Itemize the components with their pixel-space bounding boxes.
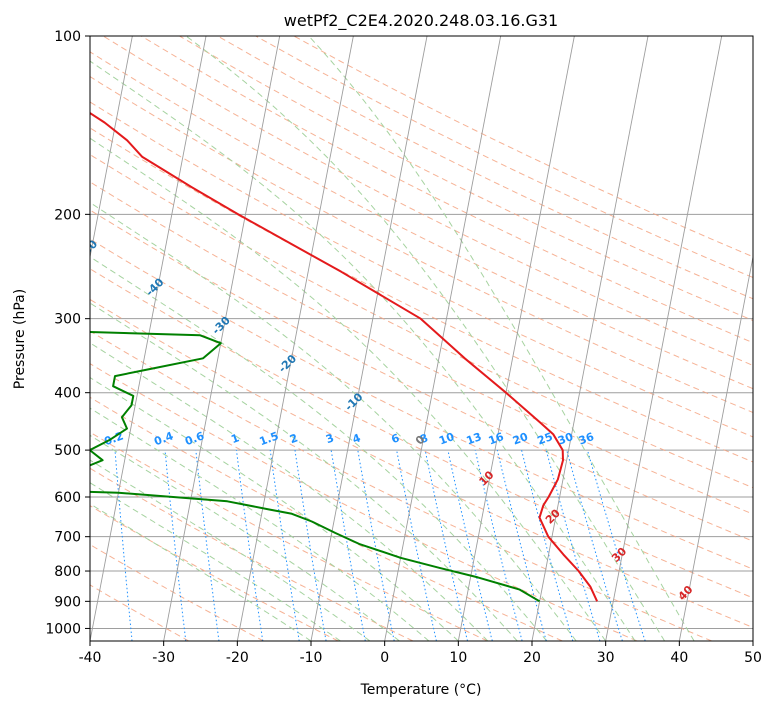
mixing-ratio-label: 20 [511,430,530,448]
dry-adiabat-line [90,505,339,641]
mixing-ratio-line [545,449,601,641]
moist-adiabat-line [90,482,341,641]
moist-adiabat-line [90,407,430,641]
isotherm-line [605,36,723,641]
y-tick-label: 700 [54,530,81,546]
x-axis-label: Temperature (°C) [360,682,482,698]
y-tick-label: 600 [54,490,81,506]
x-tick-label: 0 [380,650,389,666]
moist-adiabat-line [90,256,548,641]
adiabat-label: -50 [77,237,100,260]
moist-adiabat-line [90,302,518,641]
dry-adiabat-line [90,330,712,641]
x-tick-label: 20 [523,650,541,666]
mixing-ratio-line [566,449,623,641]
isotherm-line [90,36,133,260]
moist-adiabat-line [90,342,489,641]
isotherm-line [457,36,575,641]
y-axis-label: Pressure (hPa) [12,289,28,389]
isotherm-line [163,36,281,641]
mixing-ratio-label: 8 [418,431,430,446]
moist-adiabat-line [90,60,636,641]
dry-adiabat-line [90,181,753,515]
y-tick-label: 300 [54,312,81,328]
mixing-ratio-line [235,450,264,641]
y-tick-label: 900 [54,594,81,610]
x-tick-label: -30 [152,650,175,666]
mixing-ratio-label: 0.6 [183,429,206,448]
moist-adiabat-line [90,434,400,641]
x-tick-label: 50 [744,650,762,666]
mixing-ratio-label: 30 [556,430,575,448]
dry-adiabat-line [140,36,753,344]
y-tick-label: 1000 [45,621,81,637]
chart-title: wetPf2_C2E4.2020.248.03.16.G31 [284,11,558,31]
x-tick-label: -10 [300,650,323,666]
plot-frame [89,35,754,642]
x-tick-label: -20 [226,650,249,666]
moist-adiabat-line [90,459,371,641]
y-tick-label: 400 [54,386,81,402]
moist-adiabat-line [90,376,459,641]
dry-adiabat-line [90,584,190,641]
dry-adiabat-line [90,431,488,641]
x-tick-label: 10 [449,650,467,666]
y-axis-ticks: 100 200 300 400 500 600 700 800 900 1000 [45,29,90,637]
dry-adiabat-line [90,209,753,542]
moist-adiabat-line [90,201,577,641]
moist-adiabats [90,36,695,641]
isotherm-line [678,254,753,641]
isotherm-line [90,36,207,641]
x-tick-label: -40 [79,650,102,666]
mixing-ratio-line [396,450,437,641]
mixing-ratio-line [195,450,220,641]
plot-area: 0.10.20.40.611.52346810131620253036-100-… [77,36,753,641]
mixing-ratio-line [587,449,646,641]
dewpoint-line [90,330,541,603]
y-tick-label: 800 [54,564,81,580]
mixing-ratio-line [164,450,187,641]
mixing-ratio-line [496,449,547,641]
mixing-ratio-label: 16 [487,430,506,448]
isotherms [90,36,753,641]
y-tick-label: 100 [54,29,81,45]
mixing-ratio-line [521,449,574,641]
isotherm-line [310,36,428,641]
mixing-ratio-label: 1.5 [258,429,281,448]
isotherm-line [236,36,354,641]
mixing-ratio-label: 4 [351,431,363,446]
y-tick-label: 500 [54,443,81,459]
mixing-ratio-line [269,450,300,641]
dry-adiabat-line [90,101,753,438]
mixing-ratio-label: 36 [577,430,596,448]
x-tick-label: 40 [670,650,688,666]
mixing-ratio-label: 6 [390,431,402,446]
x-axis-ticks: -40 -30 -20 -10 0 10 20 30 40 50 [79,641,762,666]
sounding-series [90,111,599,603]
y-tick-label: 200 [54,207,81,223]
mixing-ratio-line [474,449,523,641]
dry-adiabat-line [90,396,563,641]
mixing-ratio-label: 2 [288,431,300,446]
dry-adiabat-line [90,75,753,414]
mixing-ratio-label: 1 [229,431,241,446]
dry-adiabat-line [90,268,753,599]
x-tick-label: 30 [597,650,615,666]
mixing-ratio-label: 13 [465,430,484,447]
dry-adiabat-line [90,153,753,489]
dry-adiabats [90,36,753,641]
mixing-ratio-label: 10 [437,430,456,448]
mixing-ratio-label: 0.4 [152,429,175,448]
mixing-ratio-label: 25 [536,430,555,447]
dry-adiabat-line [90,298,753,628]
temperature-line [90,111,599,602]
moist-adiabat-line [185,36,666,641]
dry-adiabat-line [90,363,638,641]
mixing-ratio-label: 3 [324,431,336,446]
moist-adiabat-line [90,137,607,641]
mixing-ratio-line [424,450,468,641]
